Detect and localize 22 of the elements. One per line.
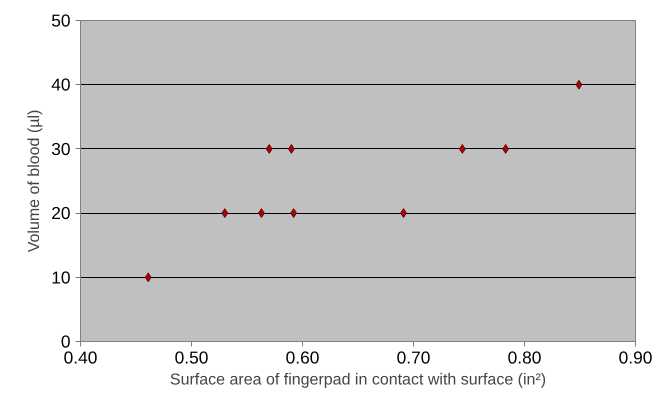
- point: [502, 144, 509, 154]
- x-axis-title: Surface area of fingerpad in contact with surface (in²): [170, 372, 546, 388]
- point: [576, 80, 582, 90]
- point: [222, 208, 228, 218]
- point: [258, 208, 265, 218]
- x-tick-label: 0.60: [286, 348, 320, 368]
- point: [459, 144, 466, 154]
- y-tick-label: 40: [51, 74, 71, 95]
- x-tick-label: 0.50: [174, 348, 208, 368]
- y-tick-label: 20: [51, 203, 71, 224]
- x-tick-label: 0.80: [508, 348, 542, 368]
- y-tick-label: 50: [51, 10, 71, 30]
- point: [288, 144, 295, 154]
- x-tick-label: 0.70: [396, 348, 430, 368]
- y-tick-label: 10: [51, 267, 71, 288]
- point: [400, 208, 407, 218]
- point: [266, 144, 272, 154]
- point: [144, 272, 152, 282]
- point: [290, 208, 297, 218]
- y-axis-title: Volume of blood (µl): [26, 110, 44, 252]
- x-tick-label: 0.90: [618, 348, 652, 368]
- y-tick-label: 30: [51, 138, 71, 159]
